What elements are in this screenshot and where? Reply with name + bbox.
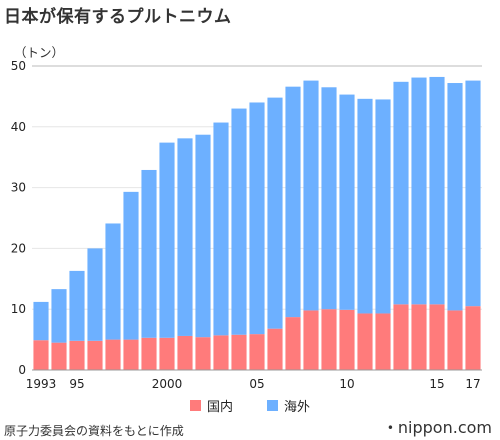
bar-domestic-2009 <box>321 309 337 370</box>
legend-label-overseas: 海外 <box>284 400 311 415</box>
stacked-bar-chart: 0 10 20 30 40 50 1993 95 2000 05 10 15 17 <box>11 59 482 391</box>
x-tick-label: 2000 <box>152 377 183 391</box>
bar-overseas-2014 <box>411 77 427 305</box>
y-tick-label: 30 <box>11 181 26 195</box>
bar-domestic-2003 <box>213 335 229 370</box>
bar-domestic-1997 <box>105 339 121 370</box>
bar-overseas-2016 <box>447 83 463 311</box>
legend-swatch-overseas <box>267 400 278 411</box>
bar-overseas-1998 <box>123 191 139 340</box>
bar-domestic-2016 <box>447 310 463 370</box>
legend-item-domestic: 国内 <box>189 396 233 415</box>
bar-overseas-1994 <box>51 289 67 343</box>
bar-domestic-1996 <box>87 340 103 370</box>
bar-domestic-2011 <box>357 313 373 370</box>
bar-overseas-2010 <box>339 94 355 310</box>
bar-overseas-2008 <box>303 80 319 311</box>
bar-overseas-1999 <box>141 169 157 338</box>
bar-domestic-2017 <box>465 306 481 370</box>
brand-dot-icon: • <box>386 420 394 435</box>
y-tick-label: 50 <box>11 59 26 73</box>
bar-overseas-2005 <box>249 102 265 335</box>
bar-domestic-1999 <box>141 337 157 370</box>
bar-domestic-2010 <box>339 309 355 370</box>
bar-domestic-1993 <box>33 340 49 370</box>
legend-item-overseas: 海外 <box>267 396 310 415</box>
brand-name: nippon.com <box>397 418 492 437</box>
legend-label-domestic: 国内 <box>206 400 233 415</box>
bar-overseas-2007 <box>285 86 301 318</box>
x-tick-label: 15 <box>429 377 444 391</box>
x-tick-label: 05 <box>249 377 264 391</box>
x-tick-label: 95 <box>69 377 84 391</box>
bar-overseas-2009 <box>321 87 337 310</box>
bar-domestic-1998 <box>123 339 139 370</box>
y-axis-unit-label: （トン） <box>14 45 65 60</box>
source-note: 原子力委員会の資料をもとに作成 <box>4 424 184 438</box>
x-tick-label: 1993 <box>26 377 57 391</box>
bar-overseas-2003 <box>213 122 229 336</box>
bar-overseas-2015 <box>429 76 445 305</box>
bar-domestic-2013 <box>393 304 409 370</box>
bar-domestic-2007 <box>285 317 301 370</box>
bar-overseas-1995 <box>69 270 85 341</box>
bar-overseas-1993 <box>33 301 49 341</box>
bar-domestic-2004 <box>231 334 247 370</box>
x-tick-label: 17 <box>465 377 480 391</box>
bar-overseas-2013 <box>393 81 409 305</box>
chart-title: 日本が保有するプルトニウム <box>4 7 232 27</box>
bar-domestic-1995 <box>69 340 85 370</box>
bar-domestic-2015 <box>429 304 445 370</box>
bar-domestic-2008 <box>303 310 319 370</box>
bar-overseas-2006 <box>267 97 283 329</box>
bar-overseas-2004 <box>231 108 247 335</box>
bar-domestic-2006 <box>267 328 283 370</box>
bar-overseas-2012 <box>375 99 391 314</box>
x-tick-label: 10 <box>339 377 354 391</box>
bar-overseas-1996 <box>87 248 103 341</box>
bar-overseas-2001 <box>177 138 193 336</box>
bar-overseas-2011 <box>357 98 373 314</box>
brand-logo[interactable]: • nippon.com <box>387 418 492 437</box>
bar-domestic-2014 <box>411 304 427 370</box>
bar-overseas-2002 <box>195 134 211 338</box>
y-tick-label: 40 <box>11 120 26 134</box>
bar-domestic-2005 <box>249 334 265 370</box>
bar-overseas-2000 <box>159 142 175 338</box>
legend-swatch-domestic <box>189 400 201 411</box>
bar-domestic-2000 <box>159 337 175 370</box>
chart-legend: 国内 海外 <box>0 396 500 415</box>
bar-overseas-2017 <box>465 80 481 307</box>
y-tick-label: 0 <box>18 363 26 377</box>
y-tick-label: 20 <box>11 241 26 255</box>
bar-domestic-1994 <box>51 342 67 370</box>
bar-domestic-2012 <box>375 313 391 370</box>
y-tick-label: 10 <box>11 302 26 316</box>
bar-domestic-2002 <box>195 337 211 370</box>
bar-domestic-2001 <box>177 335 193 370</box>
bar-overseas-1997 <box>105 223 121 340</box>
